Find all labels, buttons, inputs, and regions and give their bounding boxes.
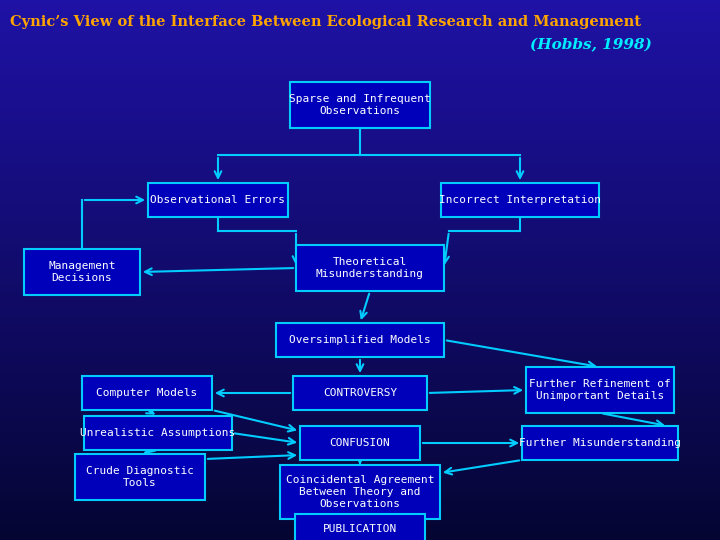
FancyBboxPatch shape <box>526 367 674 413</box>
Text: Observational Errors: Observational Errors <box>150 195 286 205</box>
FancyBboxPatch shape <box>296 245 444 291</box>
FancyBboxPatch shape <box>148 183 288 217</box>
Text: Further Refinement of
Unimportant Details: Further Refinement of Unimportant Detail… <box>529 379 671 401</box>
FancyBboxPatch shape <box>75 454 205 500</box>
Text: Incorrect Interpretation: Incorrect Interpretation <box>439 195 601 205</box>
Text: Unrealistic Assumptions: Unrealistic Assumptions <box>81 428 235 438</box>
FancyBboxPatch shape <box>441 183 599 217</box>
FancyBboxPatch shape <box>280 465 440 519</box>
Text: Computer Models: Computer Models <box>96 388 197 398</box>
FancyBboxPatch shape <box>522 426 678 460</box>
FancyBboxPatch shape <box>82 376 212 410</box>
FancyBboxPatch shape <box>295 514 425 540</box>
Text: Management
Decisions: Management Decisions <box>48 261 116 283</box>
Text: CONTROVERSY: CONTROVERSY <box>323 388 397 398</box>
Text: (Hobbs, 1998): (Hobbs, 1998) <box>530 38 652 52</box>
Text: Coincidental Agreement
Between Theory and
Observations: Coincidental Agreement Between Theory an… <box>286 475 434 509</box>
Text: Crude Diagnostic
Tools: Crude Diagnostic Tools <box>86 466 194 488</box>
FancyBboxPatch shape <box>24 249 140 295</box>
Text: Oversimplified Models: Oversimplified Models <box>289 335 431 345</box>
FancyBboxPatch shape <box>293 376 427 410</box>
FancyBboxPatch shape <box>300 426 420 460</box>
Text: Theoretical
Misunderstanding: Theoretical Misunderstanding <box>316 257 424 279</box>
Text: PUBLICATION: PUBLICATION <box>323 524 397 534</box>
FancyBboxPatch shape <box>290 82 430 128</box>
FancyBboxPatch shape <box>276 323 444 357</box>
FancyBboxPatch shape <box>84 416 232 450</box>
Text: CONFUSION: CONFUSION <box>330 438 390 448</box>
Text: Further Misunderstanding: Further Misunderstanding <box>519 438 681 448</box>
Text: Sparse and Infrequent
Observations: Sparse and Infrequent Observations <box>289 94 431 116</box>
Text: Cynic’s View of the Interface Between Ecological Research and Management: Cynic’s View of the Interface Between Ec… <box>10 15 641 29</box>
